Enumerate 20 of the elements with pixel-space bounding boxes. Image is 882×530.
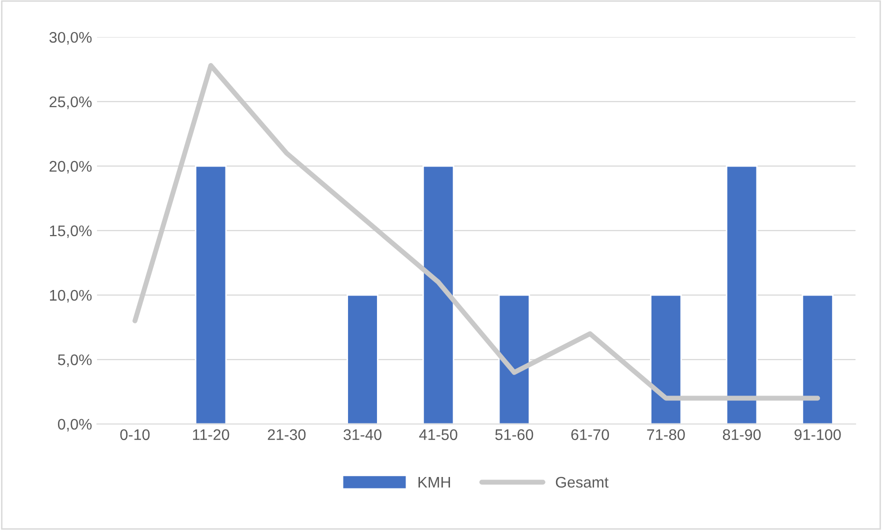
y-tick-label: 10,0% bbox=[50, 290, 92, 303]
y-tick-label: 5,0% bbox=[58, 354, 92, 368]
line-series bbox=[132, 63, 820, 401]
x-tick-label: 51-60 bbox=[495, 429, 534, 440]
x-tick-label: 11-20 bbox=[192, 429, 230, 440]
x-tick-label: 0-10 bbox=[120, 429, 150, 440]
x-tick-label: 31-40 bbox=[344, 429, 382, 440]
x-tick-label: 91-100 bbox=[794, 429, 841, 440]
x-tick-label: 41-50 bbox=[419, 429, 458, 440]
x-tick-label: 61-70 bbox=[571, 429, 609, 440]
x-tick-label: 21-30 bbox=[268, 429, 306, 440]
y-tick-label: 15,0% bbox=[50, 225, 92, 238]
y-tick-label: 20,0% bbox=[50, 160, 92, 174]
y-tick-label: 30,0% bbox=[49, 32, 92, 45]
y-tick-label: 0,0% bbox=[58, 418, 92, 432]
y-tick-label: 25,0% bbox=[50, 96, 92, 110]
legend-label: Gesamt bbox=[556, 476, 608, 488]
x-tick-label: 71-80 bbox=[647, 429, 685, 440]
x-tick-label: 81-90 bbox=[722, 429, 761, 440]
legend-label: KMH bbox=[418, 477, 450, 488]
